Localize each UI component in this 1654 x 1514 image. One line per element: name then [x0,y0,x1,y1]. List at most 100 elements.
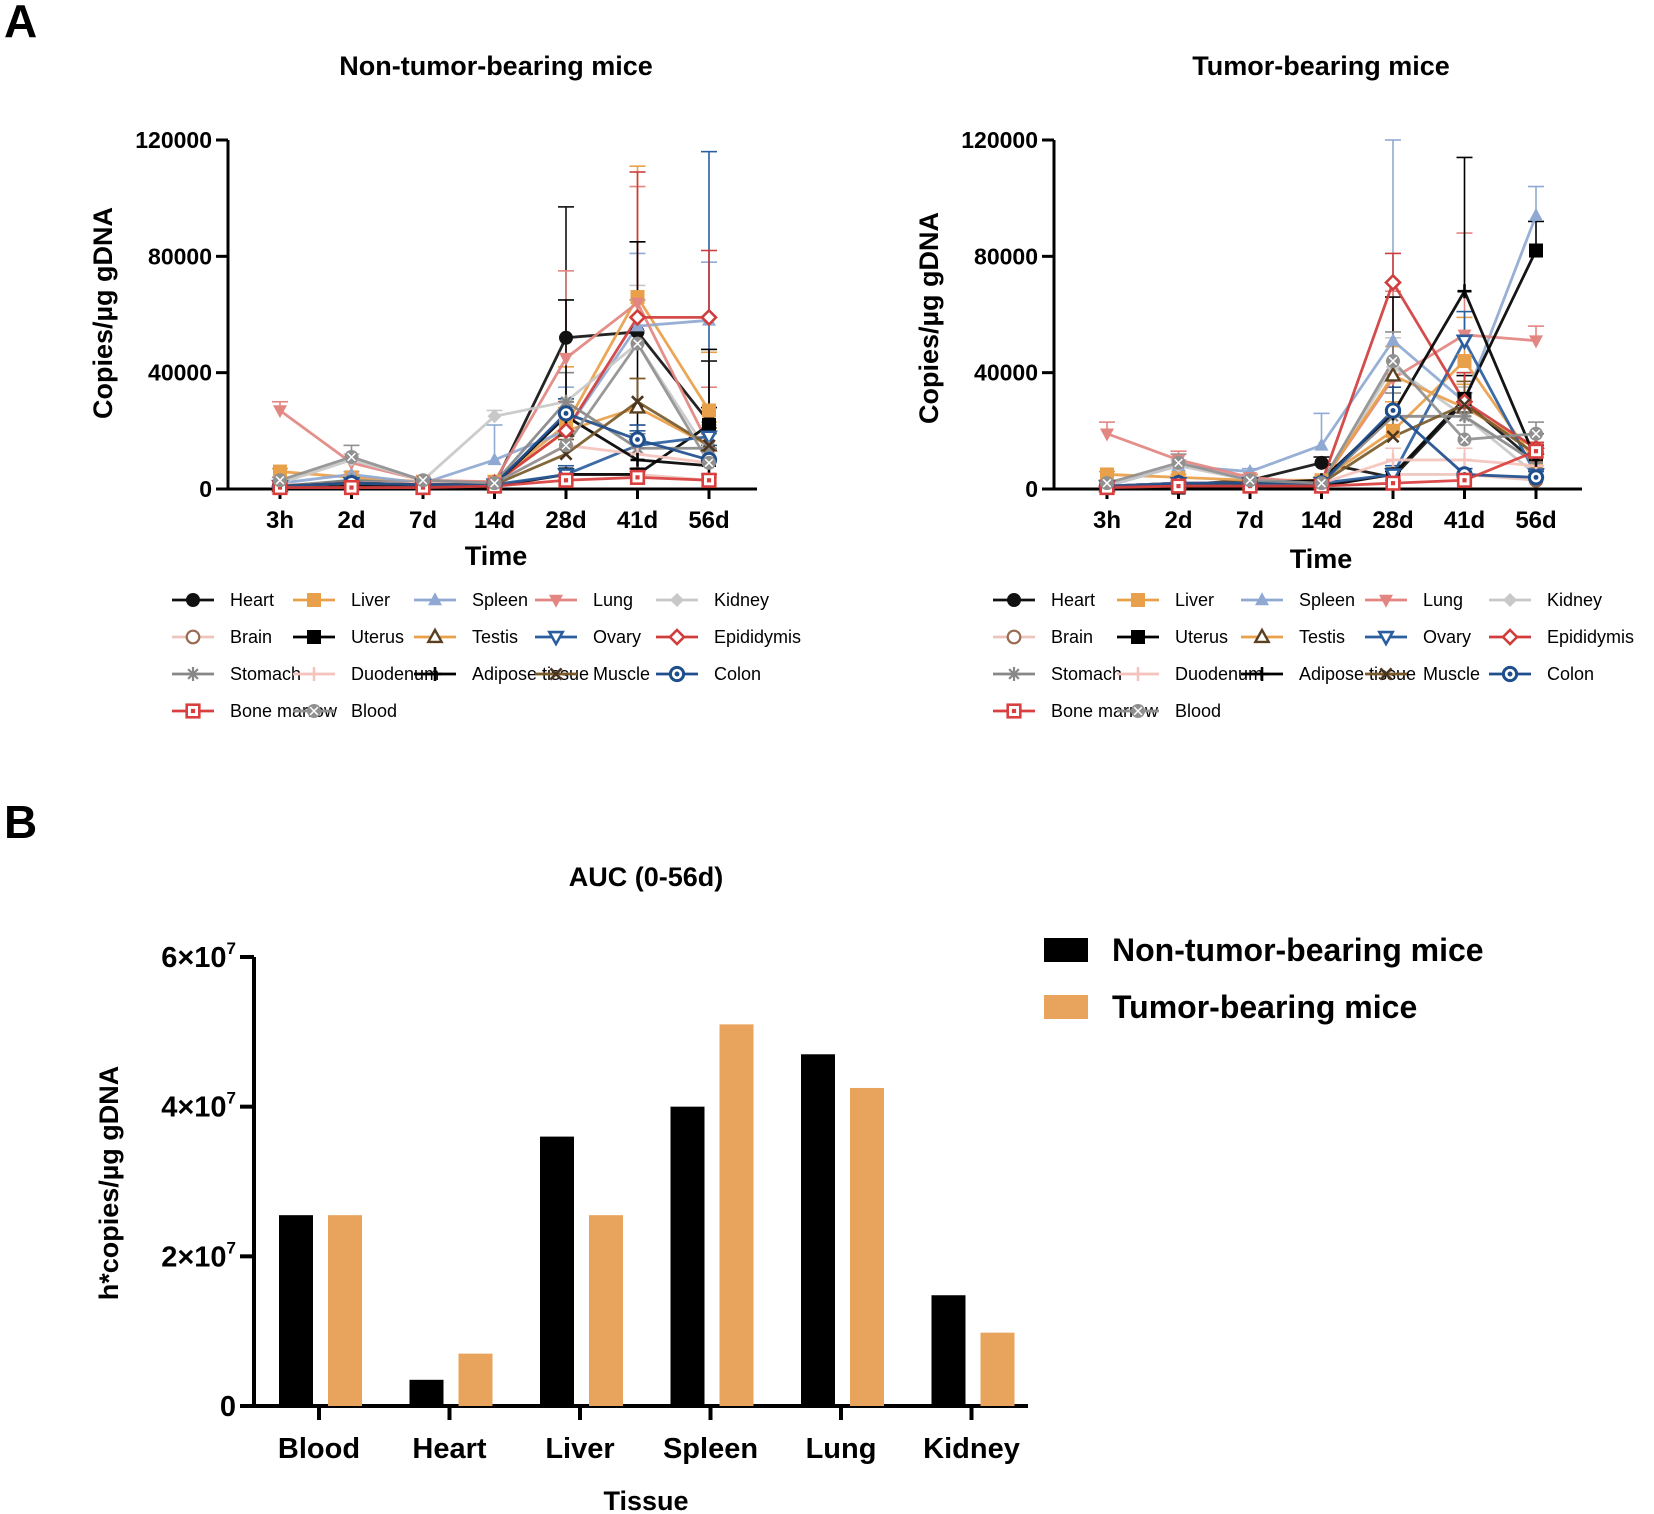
x-tick-label: 56d [688,507,729,534]
legend-item: Duodenum [293,664,439,684]
x-axis-label: Time [465,541,528,571]
data-point [1455,334,1474,351]
x-tick-label: 14d [1301,507,1342,534]
legend-marker [1006,629,1022,645]
legend-item: Brain [993,627,1093,647]
legend-marker [549,594,563,608]
data-point [416,473,430,488]
legend-item: Stomach [993,664,1122,684]
series-points-blood [1100,354,1543,491]
legend-label: Muscle [593,664,650,684]
x-tick-label: 14d [474,507,515,534]
legend-marker [1377,630,1395,647]
legend-label: Tumor-bearing mice [1112,989,1417,1025]
legend-item: Bone marrow [993,701,1159,721]
y-tick-label: 40000 [974,360,1038,386]
data-point [558,472,574,488]
x-axis-label: Tissue [603,1486,688,1514]
legend-swatch [1044,995,1088,1019]
data-point [1314,455,1329,470]
data-point [1386,430,1400,444]
legend-marker [547,630,565,647]
y-axis-label: h*copies/µg gDNA [94,1066,124,1301]
series-points-spleen [1100,207,1543,492]
legend-item: Ovary [535,627,641,647]
data-point [557,405,575,422]
data-point [1528,443,1544,459]
legend-item: Adipose tissue [1241,664,1416,684]
x-tick-label: Kidney [923,1433,1020,1465]
y-axis-label: Copies/µg gDNA [88,207,118,419]
legend-marker [1501,628,1519,646]
chart-title: Non-tumor-bearing mice [339,51,653,81]
data-point [628,308,647,327]
data-point [1314,437,1329,451]
data-point [1529,335,1543,349]
legend-item: Blood [293,701,397,721]
x-tick-label: Heart [412,1433,486,1465]
data-point [702,403,716,418]
data-point [487,409,502,424]
legend-marker [185,703,201,719]
data-point [1457,354,1472,369]
legend-label: Kidney [714,590,769,610]
error-bars-spleen [1099,139,1544,487]
data-point [1457,284,1472,299]
legend-label: Heart [230,590,274,610]
bar-blood-tumor [328,1215,362,1406]
x-tick-label: 7d [409,507,437,534]
legend-label: Duodenum [1175,664,1263,684]
data-point [630,452,645,467]
data-point [1384,468,1402,485]
legend-marker [307,593,321,607]
data-point [343,479,360,496]
legend-label: Colon [714,664,761,684]
legend-label: Stomach [1051,664,1122,684]
x-tick-label: 2d [337,507,365,534]
y-tick-label: 4×107 [161,1089,236,1124]
legend-label: Non-tumor-bearing mice [1112,932,1484,968]
x-tick-label: 41d [1444,507,1485,534]
x-tick-label: 7d [1236,507,1264,534]
y-tick-label: 6×107 [161,939,236,974]
legend-marker [428,592,442,606]
legend-label: Brain [1051,627,1093,647]
data-point [1386,332,1400,346]
legend-item: Epididymis [656,627,801,647]
legend-item: Brain [172,627,272,647]
data-point [1529,426,1543,441]
legend-label: Heart [1051,590,1095,610]
data-point [1456,472,1473,488]
x-tick-label: Liver [545,1433,614,1465]
bar-blood-non-tumor [279,1215,313,1406]
legend-marker [186,667,200,681]
y-tick-label: 120000 [135,127,212,153]
x-tick-label: 28d [545,507,586,534]
y-tick-label: 40000 [148,360,212,386]
legend-item: Testis [1241,627,1345,647]
legend-label: Spleen [1299,590,1355,610]
legend-marker [1131,704,1145,718]
legend-label: Testis [1299,627,1345,647]
x-tick-label: Blood [278,1433,360,1465]
legend-marker [428,667,442,681]
data-point [630,395,645,409]
legend-label: Epididymis [714,627,801,647]
data-point [1386,452,1400,467]
x-tick-label: 3h [266,507,294,534]
legend-label: Uterus [351,627,404,647]
data-point [557,421,575,440]
x-tick-label: 41d [617,507,658,534]
legend-marker [426,627,444,644]
bar-liver-non-tumor [540,1136,574,1406]
data-point [559,352,573,366]
bar-kidney-tumor [980,1332,1015,1406]
data-point [1457,432,1472,447]
chart-title: Tumor-bearing mice [1192,51,1450,81]
data-point [1385,475,1401,491]
bar-spleen-tumor [719,1024,754,1406]
legend-marker [1006,703,1022,719]
legend-label: Liver [1175,590,1214,610]
legend-item: Epididymis [1489,627,1634,647]
